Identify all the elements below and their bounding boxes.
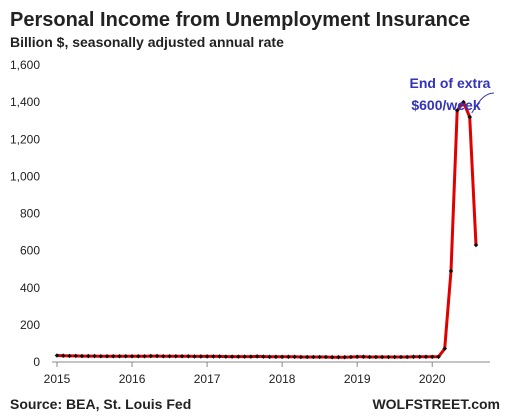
data-point-marker <box>98 353 104 359</box>
data-point-marker <box>204 354 210 359</box>
data-point-marker <box>317 354 322 360</box>
chart-subtitle: Billion $, seasonally adjusted annual ra… <box>10 34 284 50</box>
data-point-marker <box>167 353 172 359</box>
data-point-marker <box>417 354 423 360</box>
annotation-text-line-1: End of extra <box>410 75 491 91</box>
data-point-marker <box>60 353 66 358</box>
data-point-marker <box>411 354 416 360</box>
data-point-marker <box>473 242 479 248</box>
x-tick-label: 2020 <box>419 372 446 386</box>
data-point-marker <box>54 353 60 358</box>
data-point-marker <box>436 354 441 360</box>
data-point-marker <box>261 354 266 359</box>
data-point-marker <box>92 353 97 359</box>
data-point-marker <box>198 354 204 359</box>
data-point-marker <box>117 353 122 359</box>
data-point-marker <box>223 354 229 359</box>
y-tick-label: 200 <box>20 318 40 332</box>
data-point-marker <box>342 354 347 360</box>
x-tick-label: 2016 <box>119 372 146 386</box>
series-line <box>56 100 478 359</box>
data-point-marker <box>267 354 272 360</box>
data-point-marker <box>142 353 147 359</box>
y-tick-label: 800 <box>20 207 40 221</box>
data-point-marker <box>79 353 85 359</box>
data-point-marker <box>242 354 247 359</box>
data-point-marker <box>467 114 473 120</box>
data-point-marker <box>461 99 466 105</box>
y-axis-ticks: 0 200 400 600 800 1,000 1,200 1,400 1,600 <box>10 58 40 369</box>
data-point-marker <box>448 268 454 274</box>
data-point-marker <box>229 354 235 359</box>
data-point-marker <box>161 353 166 359</box>
brand-label: WOLFSTREET.com <box>372 396 500 412</box>
y-tick-label: 1,200 <box>10 132 40 146</box>
data-point-marker <box>236 354 241 359</box>
source-note: Source: BEA, St. Louis Fed <box>10 396 191 412</box>
series-markers <box>54 99 479 360</box>
y-tick-label: 600 <box>20 244 40 258</box>
x-tick-label: 2015 <box>44 372 71 386</box>
data-point-marker <box>404 354 410 360</box>
y-tick-label: 0 <box>33 355 40 369</box>
data-point-marker <box>398 354 404 360</box>
data-point-marker <box>273 354 279 360</box>
annotation-text-line-2: $600/week <box>411 97 480 113</box>
data-point-marker <box>279 354 285 360</box>
data-point-marker <box>423 354 429 360</box>
x-tick-label: 2017 <box>194 372 221 386</box>
data-point-marker <box>367 354 372 360</box>
data-point-marker <box>354 354 360 360</box>
data-point-marker <box>179 353 185 359</box>
data-point-marker <box>298 354 304 360</box>
data-point-marker <box>442 346 448 351</box>
data-point-marker <box>392 354 398 360</box>
data-point-marker <box>129 353 135 359</box>
data-point-marker <box>304 354 310 360</box>
data-point-marker <box>286 354 291 360</box>
x-tick-label: 2018 <box>269 372 296 386</box>
data-point-marker <box>361 354 366 360</box>
data-point-marker <box>217 354 222 359</box>
data-point-marker <box>379 354 385 360</box>
data-point-marker <box>248 354 254 359</box>
data-point-marker <box>329 354 335 360</box>
data-point-marker <box>85 353 91 359</box>
y-tick-label: 400 <box>20 281 40 295</box>
data-point-marker <box>254 354 260 359</box>
data-point-marker <box>135 353 141 359</box>
y-tick-label: 1,400 <box>10 95 40 109</box>
data-point-marker <box>67 353 72 359</box>
x-axis-ticks: 2015 2016 2017 2018 2019 2020 <box>44 362 446 386</box>
y-tick-label: 1,600 <box>10 58 40 72</box>
y-tick-label: 1,000 <box>10 169 40 183</box>
data-point-marker <box>311 354 316 360</box>
data-point-marker <box>154 353 160 359</box>
data-point-marker <box>123 353 129 359</box>
data-point-marker <box>323 354 329 360</box>
annotation-leader-line <box>471 92 495 114</box>
data-point-marker <box>211 354 216 359</box>
data-point-marker <box>429 354 435 360</box>
data-point-marker <box>148 353 154 359</box>
data-point-marker <box>454 108 460 113</box>
data-point-marker <box>186 353 191 359</box>
data-point-marker <box>110 353 116 359</box>
data-point-marker <box>104 353 110 359</box>
data-point-marker <box>73 353 79 359</box>
data-point-marker <box>348 354 354 360</box>
data-point-marker <box>192 354 197 359</box>
data-point-marker <box>173 353 179 359</box>
chart-title: Personal Income from Unemployment Insura… <box>10 9 470 31</box>
x-tick-label: 2019 <box>344 372 371 386</box>
data-point-marker <box>373 354 379 360</box>
data-point-marker <box>336 354 341 360</box>
data-point-marker <box>292 354 297 360</box>
data-point-marker <box>386 354 391 360</box>
